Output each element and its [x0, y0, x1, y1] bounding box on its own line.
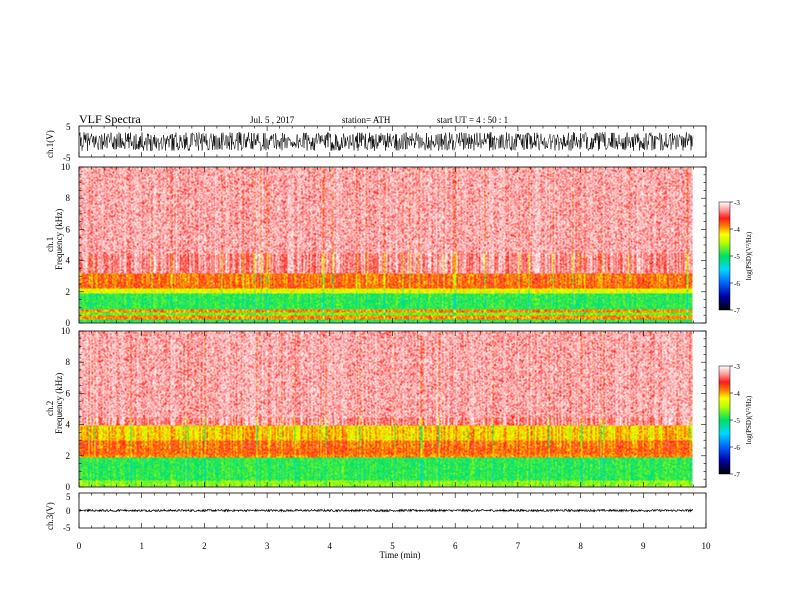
- frequency-tick-label: 0: [66, 318, 71, 328]
- frequency-tick-label: 8: [66, 357, 71, 367]
- colorbar-tick-label: -7: [734, 307, 740, 315]
- ch2-spectrogram-panel: 0 2 4 6 8 10 ch.2 Frequency (kHz): [45, 326, 707, 492]
- time-tick-label: 5: [390, 541, 395, 551]
- figure-title: VLF Spectra: [79, 112, 141, 126]
- ch2-spectrogram-ylabel: Frequency (kHz): [54, 373, 64, 434]
- ch3-waveform-ticks: [78, 493, 707, 528]
- ch1-spectrogram-ticks: [78, 166, 707, 324]
- time-tick-label: 10: [702, 541, 712, 551]
- colorbar-ch2: -3 -4 -5 -6 -7 log(PSD)(V²/Hz): [718, 363, 753, 479]
- ch1-waveform-frame: [78, 125, 707, 158]
- frequency-tick-label: 10: [61, 162, 71, 172]
- station-label: station= ATH: [342, 115, 391, 125]
- colorbar-ch2-ticks: -3 -4 -5 -6 -7: [730, 363, 740, 479]
- colorbar-ch1-scale: [718, 201, 731, 311]
- ch1-waveform-panel: 5 -5 ch.1(V): [45, 122, 707, 163]
- ch3-ytick-top: 5: [66, 492, 71, 502]
- ch1-frequency-tick-labels: 0 2 4 6 8 10: [61, 162, 71, 328]
- colorbar-ch2-scale: [718, 365, 731, 475]
- colorbar-ch1-label: log(PSD)(V²/Hz): [745, 231, 753, 280]
- ch1-spectrogram-ylabel: Frequency (kHz): [54, 209, 64, 270]
- colorbar-tick-label: -4: [734, 390, 740, 398]
- ch2-spectrogram-ylabel-channel: ch.2: [45, 401, 55, 416]
- ch2-frequency-tick-labels: 0 2 4 6 8 10: [61, 326, 71, 492]
- colorbar-ch1: -3 -4 -5 -6 -7 log(PSD)(V²/Hz): [718, 199, 753, 315]
- ch1-waveform-ylabel: ch.1(V): [45, 130, 55, 158]
- time-tick-label: 4: [328, 541, 333, 551]
- ch3-waveform-ylabel: ch.3(V): [45, 502, 55, 530]
- time-tick-label: 8: [578, 541, 583, 551]
- ch1-waveform-trace: [79, 131, 694, 152]
- time-tick-label: 2: [202, 541, 207, 551]
- time-tick-label: 1: [139, 541, 144, 551]
- time-tick-label: 0: [77, 541, 82, 551]
- frequency-tick-label: 10: [61, 326, 71, 336]
- time-axis-label: Time (min): [380, 550, 421, 560]
- ch2-spectrogram-ticks: [78, 330, 707, 488]
- frequency-tick-label: 4: [66, 420, 71, 430]
- ch1-spectrogram-image: [79, 167, 693, 323]
- time-tick-label: 9: [641, 541, 646, 551]
- frequency-tick-label: 6: [66, 224, 71, 234]
- time-tick-label: 7: [516, 541, 521, 551]
- start-time-label: start UT = 4 : 50 : 1: [437, 115, 508, 125]
- frequency-tick-label: 2: [66, 287, 71, 297]
- frequency-tick-label: 0: [66, 482, 71, 492]
- ch3-waveform-panel: 5 0 -5 ch.3(V) 0 1 2 3 4 5 6 7 8 9 10 Time (min): [45, 492, 711, 560]
- ch1-spectrogram-panel: 0 2 4 6 8 10 ch.1 Frequency (kHz): [45, 162, 707, 328]
- colorbar-ch1-ticks: -3 -4 -5 -6 -7: [730, 199, 740, 315]
- frequency-tick-label: 4: [66, 256, 71, 266]
- colorbar-tick-label: -7: [734, 471, 740, 479]
- ch3-ytick-bottom: -5: [63, 523, 71, 533]
- ch3-ytick-mid: 0: [66, 506, 71, 516]
- ch1-spectrogram-ylabel-channel: ch.1: [45, 237, 55, 252]
- colorbar-tick-label: -3: [734, 363, 740, 371]
- colorbar-tick-label: -5: [734, 253, 740, 261]
- colorbar-tick-label: -4: [734, 226, 740, 234]
- frequency-tick-label: 2: [66, 451, 71, 461]
- colorbar-ch2-label: log(PSD)(V²/Hz): [745, 395, 753, 444]
- ch1-ytick-top: 5: [66, 122, 71, 132]
- ch1-waveform-ticks: [78, 126, 707, 157]
- ch1-ytick-bottom: -5: [63, 153, 71, 163]
- colorbar-tick-label: -6: [734, 444, 740, 452]
- time-tick-label: 6: [453, 541, 458, 551]
- colorbar-tick-label: -6: [734, 280, 740, 288]
- frequency-tick-label: 8: [66, 193, 71, 203]
- colorbar-tick-label: -3: [734, 199, 740, 207]
- date-label: Jul. 5 , 2017: [250, 115, 295, 125]
- frequency-tick-label: 6: [66, 388, 71, 398]
- time-axis-tick-labels: 0 1 2 3 4 5 6 7 8 9 10: [77, 541, 711, 551]
- ch3-waveform-trace: [79, 508, 694, 513]
- colorbar-tick-label: -5: [734, 417, 740, 425]
- ch2-spectrogram-image: [79, 331, 693, 487]
- time-tick-label: 3: [265, 541, 270, 551]
